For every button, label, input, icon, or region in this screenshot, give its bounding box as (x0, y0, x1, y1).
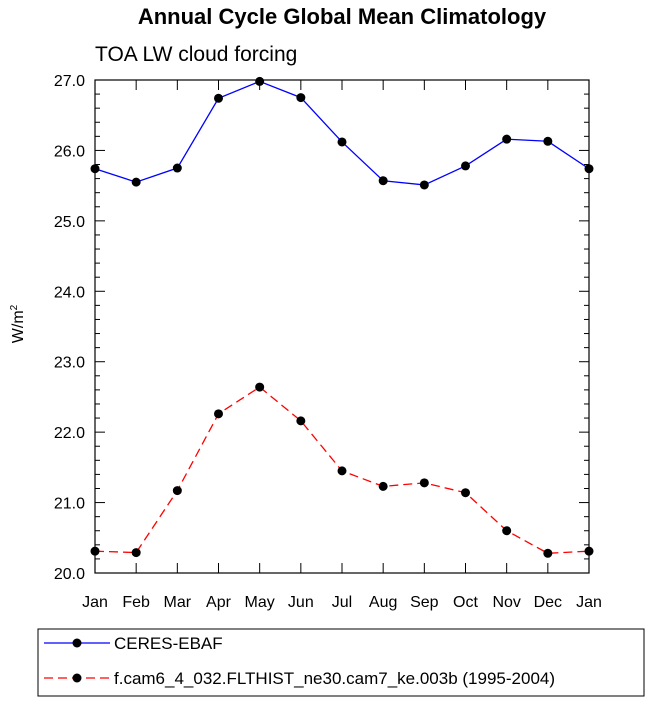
y-tick-label: 21.0 (54, 496, 85, 513)
series-1-point (502, 134, 512, 144)
series-2-point (337, 466, 347, 476)
x-tick-label: Nov (492, 594, 520, 611)
series-1-point (214, 93, 223, 103)
svg-text:W/m2: W/m2 (9, 304, 27, 343)
y-axis-label-text: W/m (10, 310, 27, 343)
y-tick-label: 26.0 (54, 143, 85, 160)
series-2-point (419, 478, 429, 488)
x-tick-label: Feb (122, 594, 150, 611)
series-1-point (296, 93, 306, 103)
legend-label-1: CERES-EBAF (114, 634, 223, 653)
legend-marker-1 (72, 638, 82, 648)
x-tick-label: Jan (576, 594, 602, 611)
x-tick-label: Aug (369, 594, 397, 611)
series-1-point (131, 177, 141, 187)
x-tick-label: Apr (206, 594, 232, 611)
x-tick-label: Dec (534, 594, 562, 611)
chart-title: Annual Cycle Global Mean Climatology (138, 4, 547, 29)
series-2-point (378, 481, 388, 491)
series-1-point (419, 180, 429, 190)
x-tick-label: Jan (82, 594, 108, 611)
y-axis-label-superscript: 2 (9, 304, 20, 310)
x-tick-label: Mar (164, 594, 192, 611)
series-1-point (543, 136, 553, 146)
y-tick-label: 24.0 (54, 284, 85, 301)
y-tick-label: 22.0 (54, 425, 85, 442)
legend-marker-2 (72, 673, 82, 683)
y-tick-label: 25.0 (54, 214, 85, 231)
plot-area: 20.0 21.0 22.0 23.0 24.0 25.0 26.0 27.0 Jan Feb Ma… (54, 73, 602, 611)
y-tick-label: 23.0 (54, 355, 85, 372)
series-2-point (502, 526, 512, 536)
chart-subtitle: TOA LW cloud forcing (95, 43, 297, 66)
x-tick-label: Oct (453, 594, 478, 611)
series-1-point (337, 137, 347, 147)
x-tick-label: Sep (410, 594, 439, 611)
series-2-point (131, 548, 141, 558)
series-1-point (255, 76, 265, 86)
series-1-point (90, 164, 100, 174)
legend-box (37, 628, 645, 697)
legend: CERES-EBAF f.cam6_4_032.FLTHIST_ne30.cam7… (37, 628, 645, 697)
series-2-point (584, 546, 594, 556)
series-2-point (214, 409, 223, 419)
series-line-1 (94, 80, 590, 186)
series-2-point (461, 488, 470, 498)
series-1-point (172, 163, 182, 173)
series-2-point (296, 416, 306, 426)
series-2-point (543, 548, 553, 558)
x-tick-label: Jul (332, 594, 352, 611)
y-tick-label: 27.0 (54, 73, 85, 90)
x-tick-label: May (245, 594, 275, 611)
x-tick-label: Jun (288, 594, 314, 611)
y-tick-label: 20.0 (54, 566, 85, 583)
series-2-point (255, 382, 265, 392)
series-1-point (461, 161, 470, 171)
legend-label-2: f.cam6_4_032.FLTHIST_ne30.cam7_ke.003b (… (114, 669, 555, 688)
series-2-point (90, 546, 100, 556)
series-2-point (172, 486, 182, 496)
y-axis-label: W/m2 (9, 304, 27, 343)
series-1-point (584, 164, 594, 174)
series-1-point (378, 176, 388, 186)
plot-frame (94, 79, 590, 574)
